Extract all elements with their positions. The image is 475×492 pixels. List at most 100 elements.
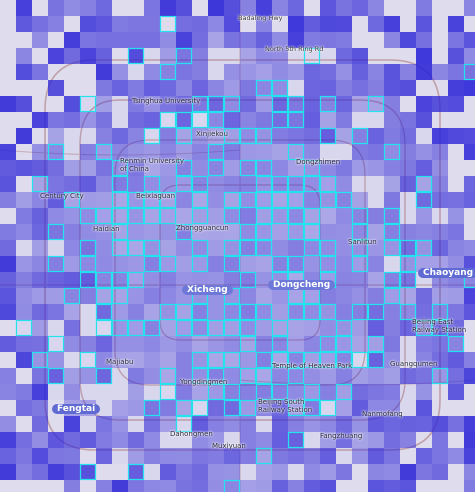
- heat-cell: [64, 160, 80, 176]
- heat-cell: [176, 80, 192, 96]
- heat-cell: [48, 0, 64, 16]
- heat-cell: [336, 384, 352, 400]
- heat-cell: [272, 352, 288, 368]
- heat-cell: [176, 384, 192, 400]
- heat-cell: [272, 0, 288, 16]
- heat-cell: [64, 144, 80, 160]
- heat-cell: [272, 224, 288, 240]
- heat-cell: [80, 224, 96, 240]
- heat-cell: [288, 240, 304, 256]
- heat-cell: [176, 416, 192, 432]
- highlight-cell: [239, 127, 257, 145]
- highlight-cell: [207, 383, 225, 401]
- heat-cell: [16, 64, 32, 80]
- highlight-cell: [79, 271, 97, 289]
- highlight-cell: [287, 191, 305, 209]
- heat-cell: [176, 432, 192, 448]
- heat-cell: [32, 272, 48, 288]
- heat-cell: [272, 464, 288, 480]
- heat-cell: [208, 192, 224, 208]
- heat-cell: [384, 272, 400, 288]
- highlight-cell: [415, 319, 433, 337]
- heat-cell: [160, 384, 176, 400]
- heat-cell: [288, 416, 304, 432]
- heat-cell: [96, 144, 112, 160]
- heat-cell: [64, 224, 80, 240]
- heat-cell: [448, 288, 464, 304]
- highlight-cell: [159, 383, 177, 401]
- heat-cell: [400, 208, 416, 224]
- heat-cell: [192, 320, 208, 336]
- heat-cell: [256, 160, 272, 176]
- heat-cell: [192, 208, 208, 224]
- heat-cell: [176, 336, 192, 352]
- heat-cell: [368, 80, 384, 96]
- highlight-cell: [303, 383, 321, 401]
- heat-cell: [128, 416, 144, 432]
- heat-cell: [32, 32, 48, 48]
- highlight-cell: [191, 191, 209, 209]
- heat-cell: [144, 192, 160, 208]
- heat-cell: [464, 32, 475, 48]
- heat-cell: [0, 192, 16, 208]
- heat-cell: [192, 384, 208, 400]
- heat-cell: [192, 368, 208, 384]
- heat-cell: [352, 48, 368, 64]
- highlight-cell: [399, 271, 417, 289]
- heat-cell: [160, 48, 176, 64]
- heat-cell: [112, 224, 128, 240]
- heat-cell: [240, 304, 256, 320]
- heat-cell: [48, 368, 64, 384]
- highlight-cell: [223, 303, 241, 321]
- heat-cell: [32, 464, 48, 480]
- heat-cell: [416, 464, 432, 480]
- heat-cell: [144, 432, 160, 448]
- heat-cell: [384, 416, 400, 432]
- heat-cell: [400, 336, 416, 352]
- heat-cell: [352, 144, 368, 160]
- highlight-grid: [15, 15, 475, 492]
- highlight-cell: [191, 239, 209, 257]
- highlight-cell: [335, 351, 353, 369]
- heat-cell: [304, 432, 320, 448]
- highlight-cell: [303, 159, 321, 177]
- heat-cell: [112, 16, 128, 32]
- heat-cell: [176, 304, 192, 320]
- heat-cell: [352, 384, 368, 400]
- heat-cell: [0, 384, 16, 400]
- heat-cell: [48, 272, 64, 288]
- heat-cell: [384, 304, 400, 320]
- heat-cell: [256, 192, 272, 208]
- highlight-cell: [319, 255, 337, 273]
- heat-cell: [144, 464, 160, 480]
- heat-cell: [400, 256, 416, 272]
- heat-cell: [432, 432, 448, 448]
- heat-cell: [32, 176, 48, 192]
- heat-cell: [176, 48, 192, 64]
- heat-cell: [128, 160, 144, 176]
- highlight-cell: [111, 239, 129, 257]
- heat-cell: [336, 240, 352, 256]
- heat-cell: [288, 368, 304, 384]
- heat-cell: [320, 256, 336, 272]
- heat-cell: [304, 384, 320, 400]
- heat-cell: [336, 32, 352, 48]
- heat-cell: [128, 384, 144, 400]
- highlight-cell: [271, 335, 289, 353]
- heat-cell: [320, 288, 336, 304]
- heat-cell: [256, 416, 272, 432]
- heat-cell: [0, 80, 16, 96]
- highlight-cell: [159, 303, 177, 321]
- heat-cell: [448, 64, 464, 80]
- heat-cell: [384, 448, 400, 464]
- heat-cell: [416, 320, 432, 336]
- highlight-cell: [95, 143, 113, 161]
- heat-cell: [160, 16, 176, 32]
- heat-cell: [448, 160, 464, 176]
- heat-cell: [32, 208, 48, 224]
- heat-cell: [464, 368, 475, 384]
- heat-cell: [240, 64, 256, 80]
- heat-cell: [0, 112, 16, 128]
